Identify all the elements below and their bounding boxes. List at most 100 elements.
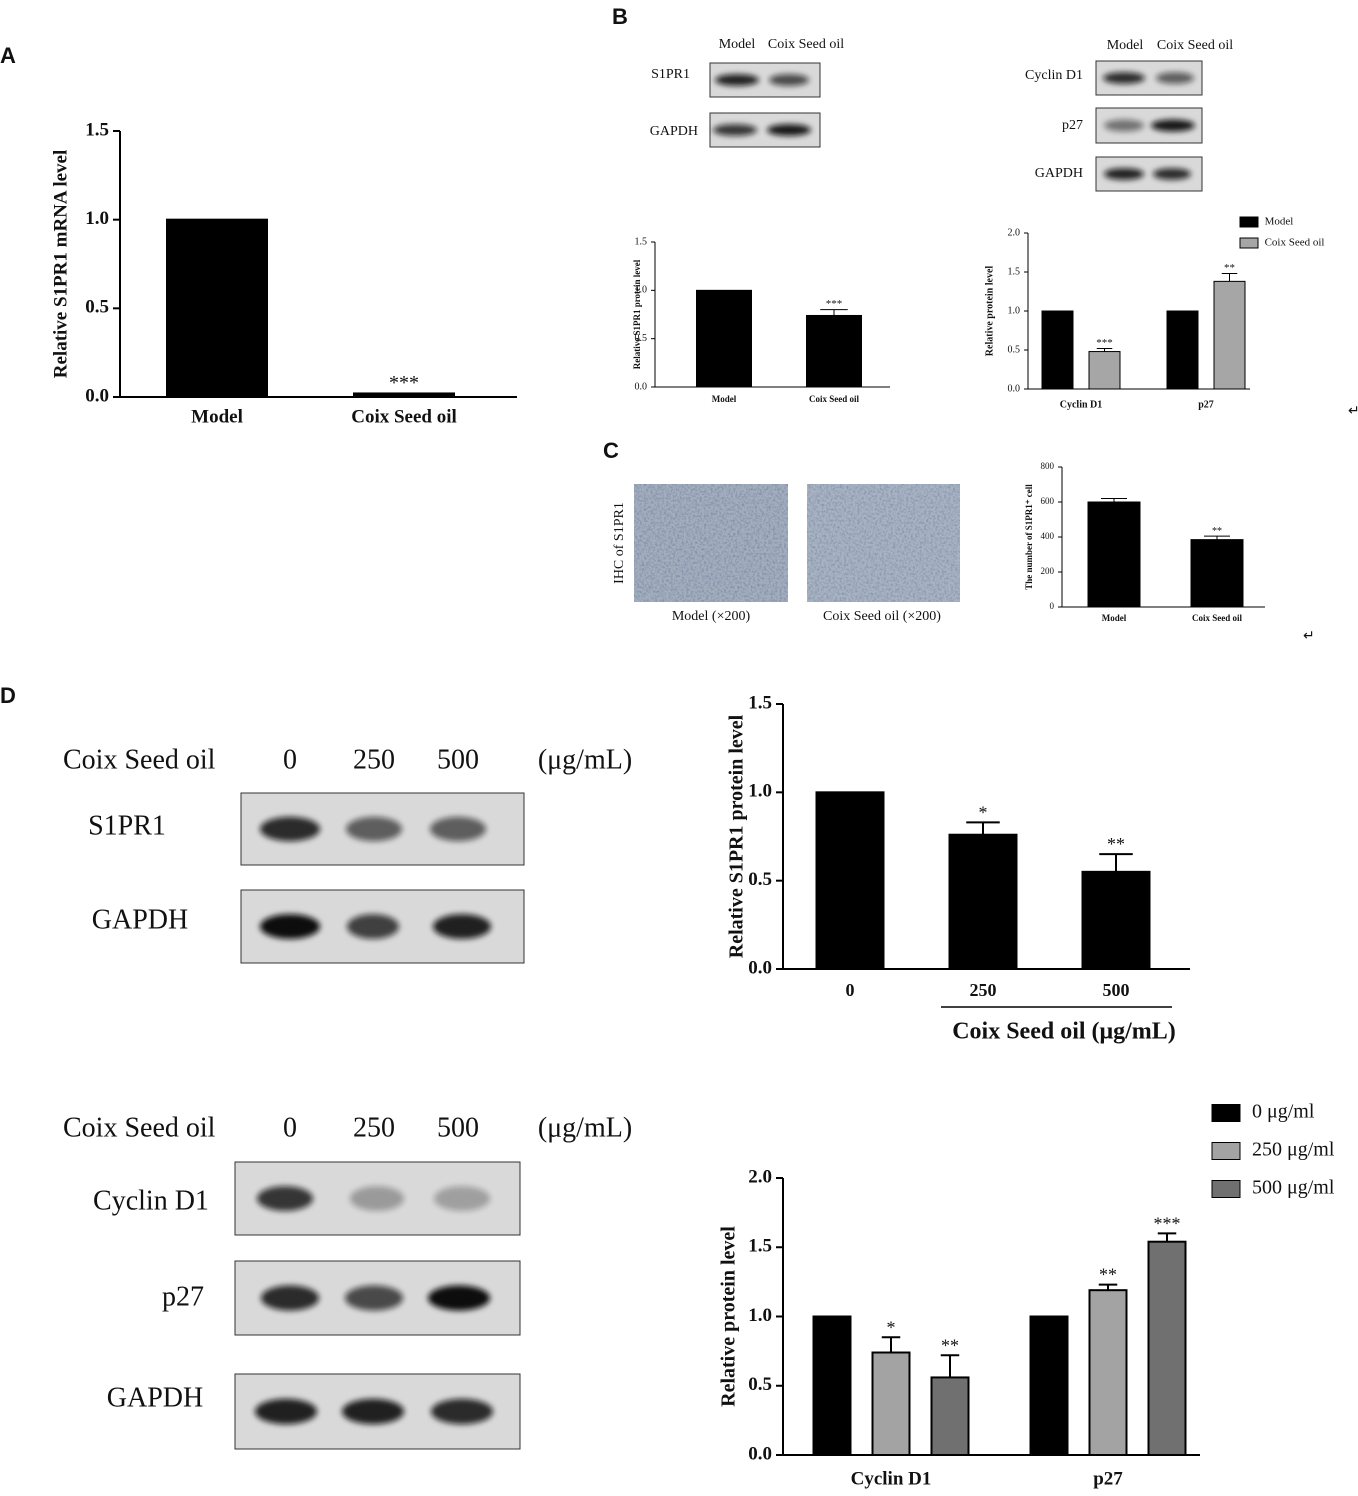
- bar: [353, 392, 455, 399]
- blot-label: GAPDH: [107, 1382, 203, 1413]
- error-bar: [1221, 273, 1238, 282]
- blot-band: [434, 1186, 490, 1211]
- x-tick-label: 250: [970, 980, 997, 1000]
- bar: [166, 218, 268, 398]
- blot-band: [769, 74, 809, 86]
- ihc-texture: [807, 484, 960, 602]
- y-tick-label: 1.5: [635, 236, 648, 247]
- blot-label: S1PR1: [651, 67, 690, 82]
- error-bar: [1204, 535, 1230, 540]
- blot-band: [1156, 72, 1194, 84]
- bar: [1088, 1289, 1128, 1457]
- legend-label: 250 μg/ml: [1252, 1139, 1335, 1161]
- panel-label: D: [0, 683, 16, 708]
- blot-label: GAPDH: [1035, 166, 1083, 181]
- error-bar: [966, 821, 1000, 835]
- significance-label: *: [979, 802, 988, 822]
- blot-band: [257, 1186, 313, 1211]
- blot-label: S1PR1: [88, 810, 166, 841]
- y-tick-label: 1.0: [748, 781, 772, 802]
- y-tick-label: 2.0: [748, 1166, 772, 1187]
- significance-label: ***: [1154, 1213, 1181, 1233]
- y-tick-label: 200: [1041, 566, 1055, 576]
- blot-band: [1104, 119, 1144, 132]
- significance-label: *: [887, 1317, 896, 1337]
- bar: [948, 833, 1018, 970]
- bar: [815, 791, 885, 970]
- blot-label: Cyclin D1: [93, 1185, 209, 1216]
- ihc-texture: [634, 484, 788, 602]
- y-axis-label: Relative S1PR1 mRNA level: [50, 150, 71, 378]
- blot-band: [1103, 72, 1145, 84]
- y-tick-label: 1.0: [635, 285, 648, 296]
- error-bar: [820, 309, 848, 316]
- blot-band: [428, 1285, 490, 1311]
- y-axis-label: Relative protein level: [718, 1226, 740, 1407]
- x-tick-label: Cyclin D1: [851, 1468, 932, 1489]
- blot-band: [433, 914, 491, 939]
- significance-label: ***: [1096, 337, 1113, 349]
- blot-header: Coix Seed oil: [1157, 38, 1233, 53]
- blot-header: (μg/mL): [538, 744, 632, 775]
- blot-band: [260, 914, 320, 939]
- blot-header: 250: [353, 1112, 395, 1143]
- x-tick-label: p27: [1093, 1468, 1123, 1489]
- blot-header: 250: [353, 744, 395, 775]
- bar: [1213, 280, 1246, 390]
- blot-band: [430, 816, 486, 842]
- bar: [871, 1351, 911, 1457]
- blot-band: [350, 1186, 404, 1211]
- bar: [696, 289, 752, 388]
- x-tick-label: Model: [191, 406, 243, 427]
- y-axis-label: Relative S1PR1 protein level: [726, 714, 748, 958]
- legend-swatch: [1211, 1180, 1241, 1198]
- legend-label: 0 μg/ml: [1252, 1101, 1315, 1123]
- blot-band: [346, 816, 402, 842]
- blot-label: p27: [162, 1281, 204, 1312]
- error-bar: [1096, 347, 1113, 352]
- y-tick-label: 1.5: [748, 692, 772, 713]
- blot-band: [255, 1398, 317, 1425]
- bar: [1041, 310, 1074, 390]
- y-tick-label: 0.5: [1008, 344, 1021, 355]
- x-tick-label: 0: [846, 980, 855, 1000]
- y-tick-label: 0.5: [85, 297, 109, 318]
- legend-swatch: [1211, 1104, 1241, 1122]
- blot-band: [1153, 168, 1191, 180]
- y-tick-label: 1.5: [85, 119, 109, 140]
- significance-label: **: [1099, 1265, 1117, 1285]
- error-bar: [1157, 1232, 1177, 1242]
- y-tick-label: 0.0: [748, 1443, 772, 1464]
- blot-header: Model: [719, 37, 756, 52]
- y-tick-label: 0.0: [1008, 383, 1021, 394]
- blot-band: [345, 1285, 403, 1311]
- blot-header: 0: [283, 1112, 297, 1143]
- legend-label: Coix Seed oil: [1265, 237, 1325, 249]
- y-tick-label: 0.0: [635, 381, 648, 392]
- blot-band: [713, 124, 757, 136]
- bar: [1087, 501, 1141, 608]
- legend-swatch: [1211, 1142, 1241, 1160]
- significance-label: **: [1224, 262, 1235, 274]
- bar: [1029, 1315, 1069, 1456]
- blot-header: Model: [1107, 38, 1144, 53]
- blot-band: [342, 1398, 404, 1425]
- bar: [1147, 1240, 1187, 1456]
- legend-label: Model: [1265, 216, 1294, 228]
- y-axis-label: Relative protein level: [984, 266, 995, 357]
- blot-band: [261, 1285, 319, 1311]
- blot-label: Cyclin D1: [1025, 68, 1083, 83]
- bar: [1081, 870, 1151, 970]
- blot-header: (μg/mL): [538, 1112, 632, 1143]
- y-axis-label: The number of S1PR1⁺ cell: [1024, 484, 1034, 590]
- x-tick-label: Coix Seed oil: [1192, 613, 1243, 623]
- y-tick-label: 0.0: [748, 957, 772, 978]
- bar: [930, 1376, 970, 1456]
- y-tick-label: 1.5: [1008, 266, 1021, 277]
- bar: [1190, 539, 1244, 608]
- significance-label: **: [1107, 834, 1125, 854]
- x-tick-label: Coix Seed oil: [351, 406, 457, 427]
- blot-label: GAPDH: [650, 124, 698, 139]
- x-tick-label: Coix Seed oil: [809, 394, 860, 404]
- blot-band: [767, 124, 811, 136]
